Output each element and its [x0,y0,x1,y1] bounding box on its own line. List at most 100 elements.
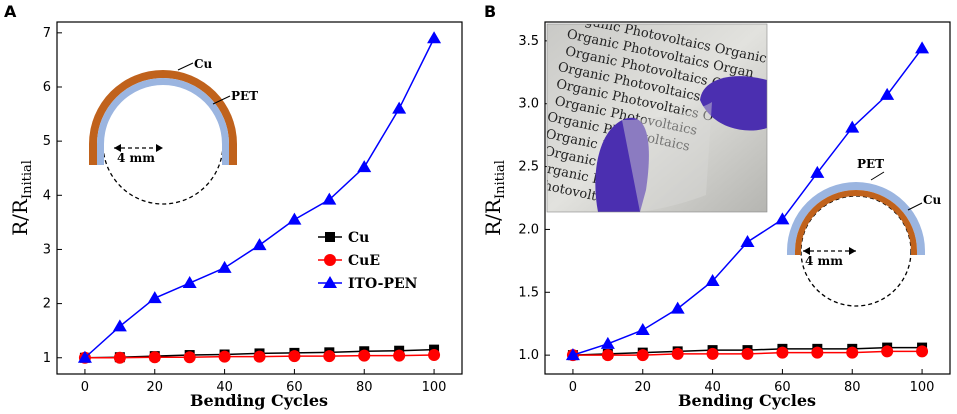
legend-label-cue: CuE [348,253,380,269]
pet-layer-b [787,182,925,255]
arrowhead-right-a [156,144,163,152]
data-point-cue-b-7 [811,346,824,359]
x-tick-label-a-0: 0 [81,380,89,395]
data-point-ito-pen-a-7 [322,192,337,205]
data-point-cue-a-4 [218,350,231,363]
y-axis-label-b: R/RInitial [481,160,508,236]
legend-marker-ito [323,276,337,288]
radius-label-b: 4 mm [805,254,843,268]
x-tick-label-a-2: 40 [216,380,233,395]
y-tick-label-a-3: 4 [43,188,51,203]
data-point-ito-pen-b-0 [565,348,580,361]
data-point-cue-a-2 [148,351,161,364]
data-point-cue-b-1 [601,349,614,362]
x-tick-label-b-2: 40 [704,380,721,395]
data-point-cue-a-9 [393,349,406,362]
y-tick-label-b-4: 3.0 [518,97,539,112]
y-tick-label-a-4: 5 [43,134,51,149]
y-tick-label-a-6: 7 [43,26,51,41]
y-axis-label-a: R/RInitial [8,160,35,236]
cu-pointer-a [177,62,194,71]
y-tick-label-b-1: 1.5 [518,285,539,300]
x-tick-label-b-0: 0 [569,380,577,395]
y-tick-label-a-1: 2 [43,297,51,312]
legend-marker-cu [325,232,335,242]
data-point-cue-b-5 [741,347,754,360]
legend-marker-cue [324,254,336,266]
plot-frame-b [544,21,951,375]
plot-frame-a [56,21,463,375]
glove-finger-right-photo [700,76,767,131]
data-point-cue-b-6 [776,346,789,359]
data-point-ito-pen-b-6 [775,212,790,225]
data-point-cue-a-1 [113,351,126,364]
inset-diagram-a: 4 mm Cu PET [89,57,258,205]
data-point-ito-pen-b-3 [670,301,685,314]
y-tick-label-b-3: 2.5 [518,160,539,175]
data-point-ito-pen-a-8 [357,160,372,173]
chart-panel-a: 0 20 40 60 80 100 1 2 3 4 5 6 7 4 mm Cu PET Cu CuE [8,21,463,410]
data-point-ito-pen-b-4 [705,273,720,286]
cu-label-a: Cu [194,57,213,71]
glove-finger-left-photo [595,117,649,212]
data-point-cue-a-7 [323,350,336,363]
series-group-b [565,41,930,362]
radius-label-a: 4 mm [117,151,155,165]
data-point-cue-b-10 [916,345,929,358]
data-point-ito-pen-a-2 [147,291,162,304]
x-axis-label-b: Bending Cycles [678,391,816,410]
x-tick-label-b-3: 60 [774,380,791,395]
data-point-cue-a-8 [358,349,371,362]
arrowhead-left-b [803,247,810,255]
y-tick-label-a-5: 6 [43,80,51,95]
data-point-ito-pen-a-10 [427,31,442,44]
y-axis-label-main-b: R/R [481,198,505,236]
pet-pointer-b [870,171,885,181]
x-axis-label-a: Bending Cycles [190,391,328,410]
photo-border [546,23,768,213]
legend-label-ito: ITO-PEN [348,276,418,292]
data-point-ito-pen-a-6 [287,212,302,225]
pet-pointer-a [212,95,231,105]
cu-pointer-b [907,202,923,211]
y-tick-label-b-0: 1.0 [518,348,539,363]
data-point-ito-pen-b-5 [740,235,755,247]
x-tick-label-a-5: 100 [422,380,447,395]
pet-label-a: PET [231,89,258,103]
axis-ticks-b: 0 20 40 60 80 100 1.0 1.5 2.0 2.5 3.0 3.5 [518,34,934,395]
data-point-ito-pen-a-0 [77,350,92,363]
data-point-ito-pen-b-7 [810,165,825,178]
data-point-ito-pen-a-4 [217,260,232,273]
series-group-a [77,31,442,364]
data-point-cue-a-10 [428,349,441,362]
x-tick-label-a-3: 60 [286,380,303,395]
y-axis-label-main-a: R/R [8,198,32,236]
inset-diagram-b: 4 mm PET Cu [787,157,942,307]
data-point-cue-a-3 [183,351,196,364]
data-point-ito-pen-a-1 [112,319,127,332]
y-tick-label-b-2: 2.0 [518,222,539,237]
flexible-film-photo [622,102,712,212]
y-tick-label-a-0: 1 [43,351,51,366]
y-tick-label-b-5: 3.5 [518,34,539,49]
chart-panel-b: 0 20 40 60 80 100 1.0 1.5 2.0 2.5 3.0 3.5 Organic P… [481,21,951,410]
data-point-ito-pen-b-9 [880,87,895,100]
data-point-ito-pen-a-3 [182,276,197,289]
x-tick-label-b-4: 80 [844,380,861,395]
arrowhead-right-b [849,247,856,255]
pet-label-b: PET [857,157,884,171]
data-point-cue-b-8 [846,346,859,359]
y-tick-label-a-2: 3 [43,242,51,257]
x-tick-label-a-1: 20 [146,380,163,395]
axis-ticks-a: 0 20 40 60 80 100 1 2 3 4 5 6 7 [43,26,447,395]
panel-label-b: B [484,2,496,21]
arrowhead-left-a [114,144,121,152]
data-point-cue-b-2 [636,349,649,362]
data-point-cue-a-6 [288,350,301,363]
data-point-cue-b-3 [671,347,684,360]
cu-label-b: Cu [923,193,942,207]
data-point-ito-pen-b-10 [915,41,930,54]
legend-a: Cu CuE ITO-PEN [318,230,418,292]
